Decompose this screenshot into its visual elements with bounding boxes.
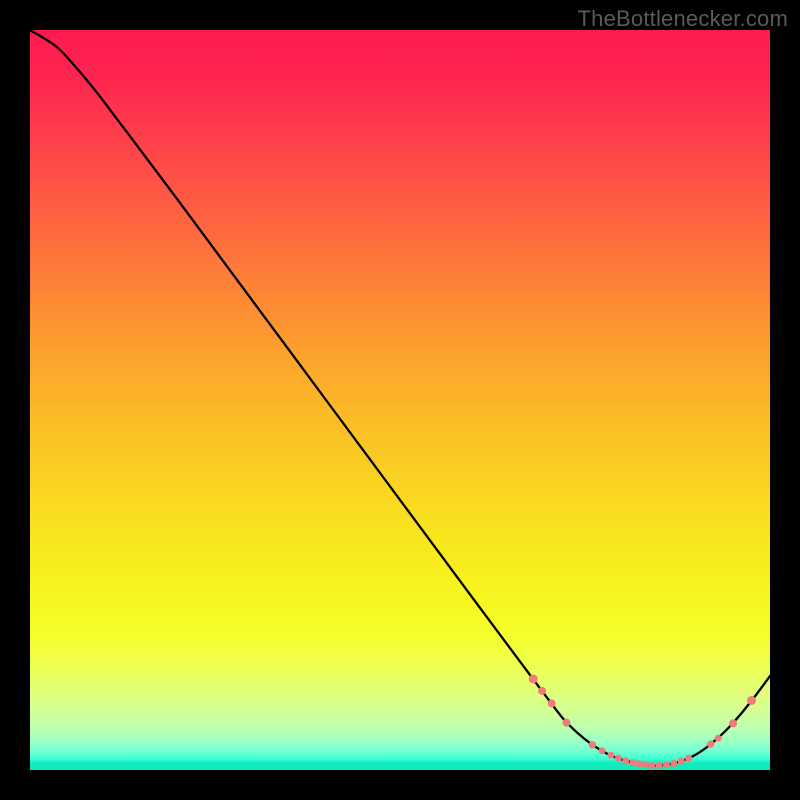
marker-dot: [607, 752, 614, 759]
marker-dot: [563, 719, 571, 727]
marker-dot: [685, 755, 692, 762]
chart-svg: [30, 30, 770, 770]
marker-dot: [678, 758, 685, 765]
marker-dot: [615, 755, 622, 762]
marker-dot: [747, 696, 756, 705]
marker-dot: [715, 735, 722, 742]
plot-area: [30, 30, 770, 770]
marker-dot: [589, 741, 596, 748]
marker-dot: [599, 747, 606, 754]
marker-dot: [636, 760, 643, 767]
marker-dot: [707, 740, 714, 747]
marker-dot: [630, 759, 637, 766]
marker-dot: [548, 699, 556, 707]
marker-dot: [622, 757, 629, 764]
marker-dot: [656, 762, 663, 769]
marker-dot: [641, 761, 648, 768]
marker-dot: [729, 719, 737, 727]
marker-dot: [538, 687, 546, 695]
marker-dot: [670, 760, 677, 767]
marker-dot: [529, 674, 538, 683]
chart-container: TheBottlenecker.com: [0, 0, 800, 800]
marker-dot: [648, 762, 655, 769]
watermark-text: TheBottlenecker.com: [578, 6, 788, 32]
gradient-background: [30, 30, 770, 770]
marker-dot: [663, 761, 670, 768]
